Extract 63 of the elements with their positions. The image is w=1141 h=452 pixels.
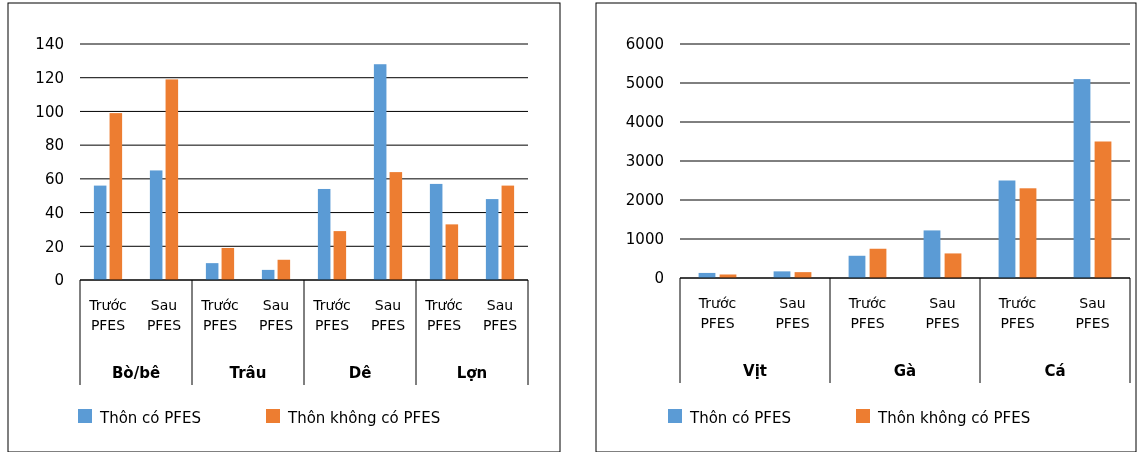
bar: [485, 199, 499, 280]
y-tick-label: 1000: [625, 230, 664, 249]
bar: [93, 185, 107, 280]
y-tick-label: 0: [654, 269, 664, 288]
x-tick-label: Sau PFES: [775, 295, 810, 331]
bar: [389, 172, 403, 280]
y-tick-label: 0: [54, 271, 64, 290]
bar: [317, 188, 331, 280]
x-tick-label: Trước PFES: [88, 297, 127, 333]
x-tick-label: Trước PFES: [847, 295, 887, 331]
bar: [1094, 141, 1112, 278]
bar: [149, 170, 163, 280]
x-tick-label: Sau PFES: [482, 297, 518, 333]
bar: [277, 259, 291, 280]
bar: [869, 248, 887, 278]
bar: [165, 79, 179, 280]
y-tick-label: 120: [35, 68, 64, 87]
x-tick-label: Trước PFES: [424, 297, 463, 333]
y-tick-label: 20: [44, 237, 64, 256]
text: Vịt: [743, 362, 767, 380]
bar: [373, 64, 387, 280]
bar: [1073, 79, 1091, 278]
text: Cá: [1044, 362, 1066, 380]
x-tick-label: Sau PFES: [258, 297, 294, 333]
legend-label: Thôn có PFES: [689, 409, 791, 428]
bar: [501, 185, 515, 280]
bar: [445, 224, 459, 280]
y-tick-label: 2000: [625, 191, 664, 210]
text: Dê: [348, 364, 372, 382]
x-tick-label: Sau PFES: [1075, 295, 1110, 331]
text: Trâu: [229, 364, 267, 382]
y-tick-label: 100: [35, 102, 64, 121]
x-tick-label: Sau PFES: [146, 297, 182, 333]
y-tick-label: 140: [35, 35, 64, 54]
bar: [923, 230, 941, 278]
bar: [221, 247, 235, 280]
bar: [1019, 188, 1037, 278]
y-tick-label: 3000: [625, 152, 664, 171]
legend-label: Thôn không có PFES: [287, 409, 441, 428]
y-tick-label: 6000: [625, 35, 664, 54]
x-tick-label: Trước PFES: [997, 295, 1037, 331]
bar: [205, 263, 219, 280]
bar: [944, 253, 962, 278]
y-tick-label: 80: [44, 136, 64, 155]
text: Bò/bê: [111, 364, 161, 382]
legend-label: Thôn có PFES: [99, 409, 201, 428]
x-tick-label: Trước PFES: [200, 297, 239, 333]
bar: [998, 180, 1016, 278]
bar: [848, 255, 866, 278]
bar: [333, 231, 347, 280]
text: Gà: [893, 362, 917, 380]
bar: [429, 183, 443, 280]
y-tick-label: 60: [44, 170, 64, 189]
y-tick-label: 5000: [625, 74, 664, 93]
x-tick-label: Trước PFES: [312, 297, 351, 333]
y-tick-label: 40: [44, 203, 64, 222]
bar: [109, 113, 123, 280]
x-tick-label: Sau PFES: [370, 297, 406, 333]
legend-label: Thôn không có PFES: [877, 409, 1031, 428]
y-tick-label: 4000: [625, 113, 664, 132]
x-tick-label: Trước PFES: [697, 295, 737, 331]
text: Lợn: [456, 364, 488, 382]
x-tick-label: Sau PFES: [925, 295, 960, 331]
